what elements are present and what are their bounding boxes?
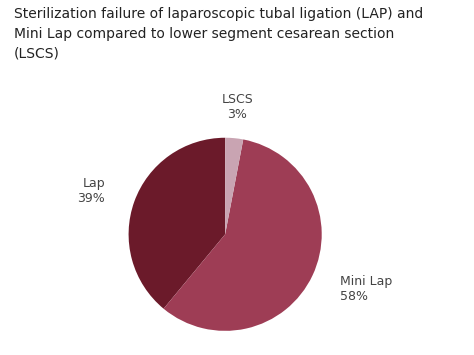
Text: Lap
39%: Lap 39% bbox=[77, 177, 105, 205]
Wedge shape bbox=[225, 138, 243, 234]
Wedge shape bbox=[128, 138, 225, 309]
Text: Sterilization failure of laparoscopic tubal ligation (LAP) and
Mini Lap compared: Sterilization failure of laparoscopic tu… bbox=[14, 7, 423, 60]
Text: Mini Lap
58%: Mini Lap 58% bbox=[340, 274, 393, 302]
Wedge shape bbox=[164, 140, 322, 331]
Text: LSCS
3%: LSCS 3% bbox=[221, 93, 253, 121]
